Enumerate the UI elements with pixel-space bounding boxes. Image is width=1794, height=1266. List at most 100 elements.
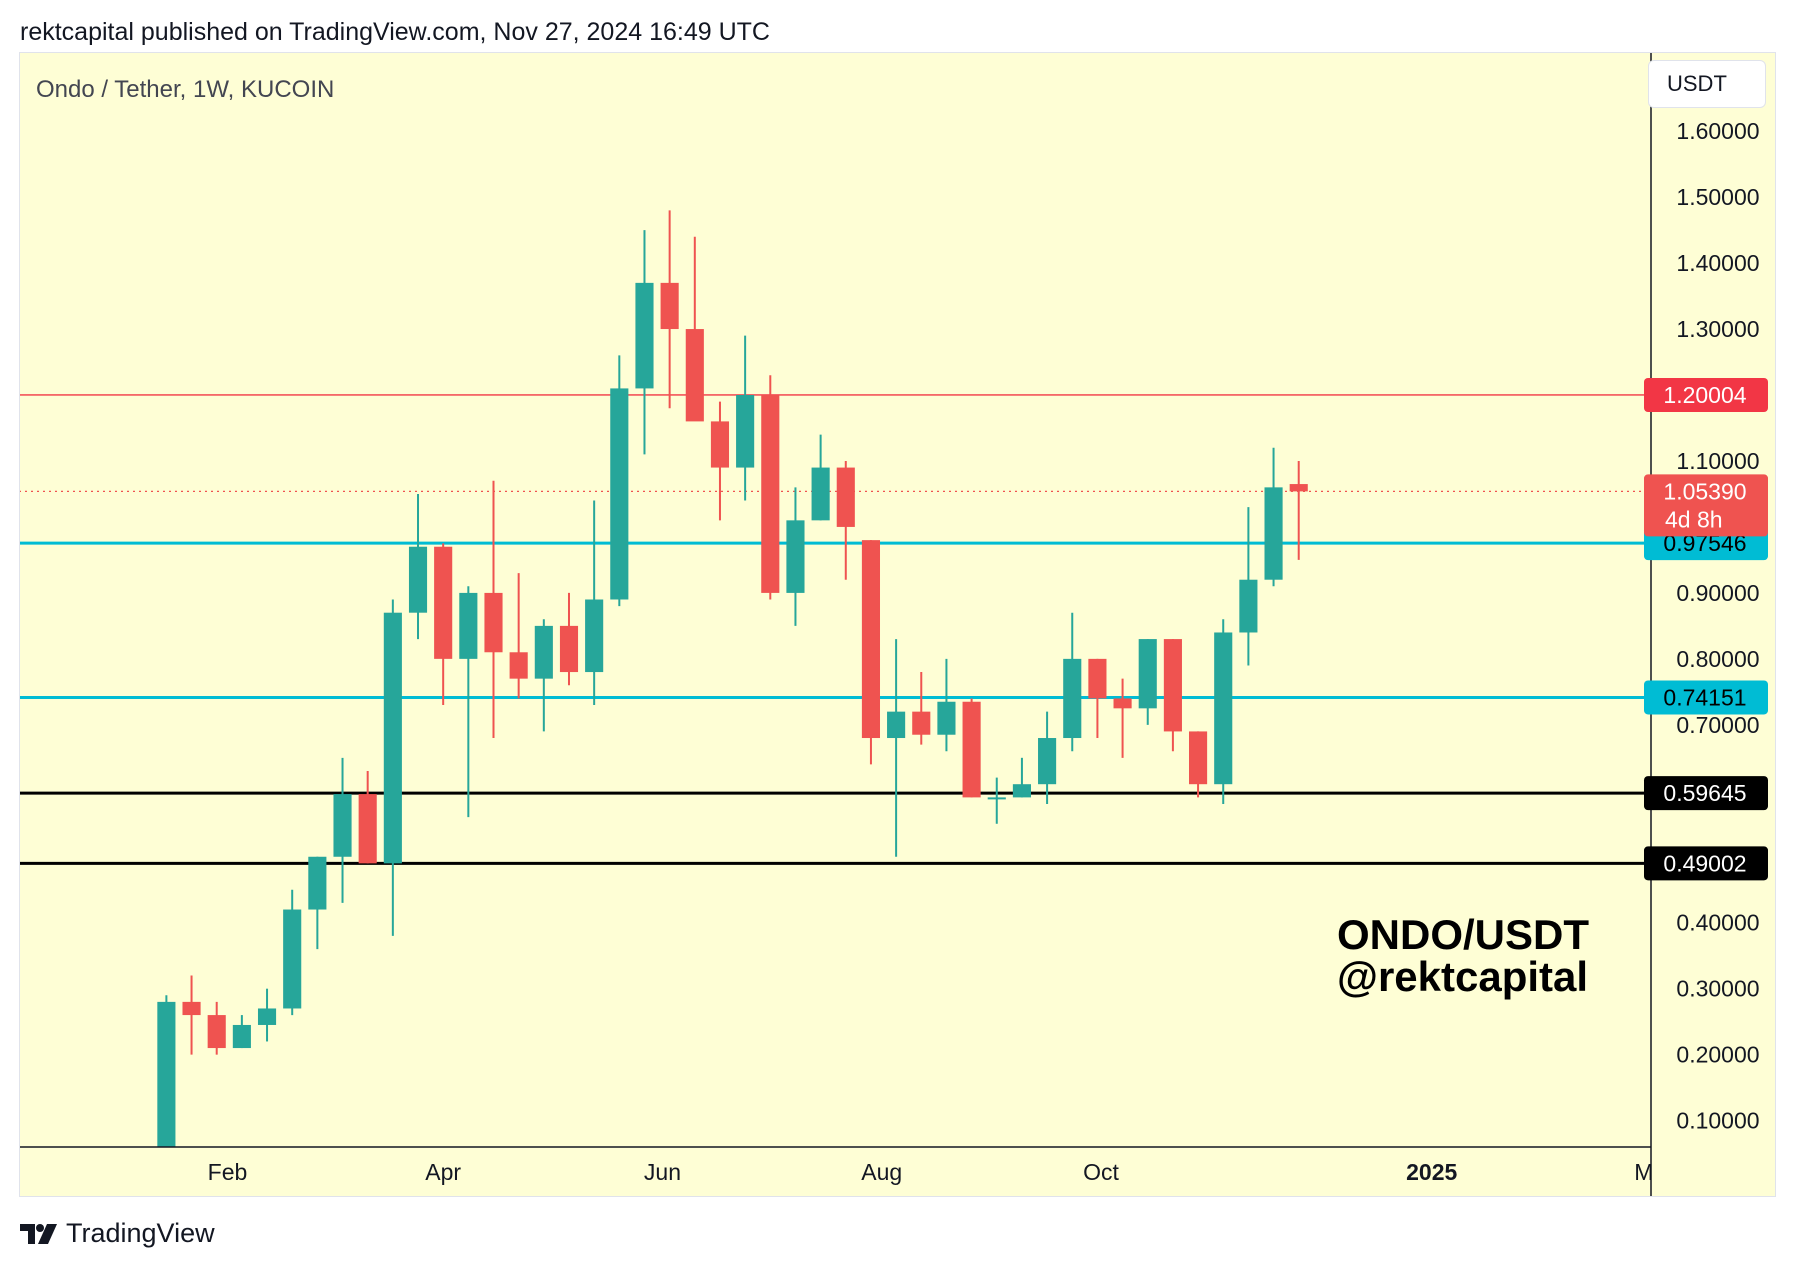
candle-body — [660, 282, 679, 330]
candle-body — [1063, 658, 1082, 739]
candle-2024-01-29 — [207, 1001, 226, 1055]
candle-body — [685, 329, 704, 422]
candle-body — [283, 909, 302, 1009]
y-tick-label: 1.60000 — [1676, 118, 1759, 144]
price-tag-value: 0.59645 — [1663, 780, 1746, 806]
price-tag-bg — [1644, 680, 1768, 715]
candle-2024-06-10 — [685, 236, 704, 422]
candle-body — [459, 592, 478, 659]
candle-2024-07-01 — [761, 375, 780, 600]
candle-2024-06-24 — [736, 335, 755, 501]
symbol-label: Ondo / Tether, 1W, KUCOIN — [36, 76, 335, 103]
candle-2024-08-19 — [937, 658, 956, 752]
x-tick-label: Oct — [1083, 1159, 1119, 1185]
candle-2024-01-15 — [157, 995, 176, 1147]
candle-body — [232, 1024, 251, 1049]
candle-2024-04-15 — [484, 480, 503, 739]
candle-2024-11-04 — [1214, 619, 1233, 804]
y-tick-label: 1.50000 — [1676, 184, 1759, 210]
candle-body — [1264, 487, 1283, 580]
candle-body — [912, 711, 931, 735]
candle-body — [962, 701, 981, 798]
candle-2024-04-22 — [509, 573, 528, 699]
candle-body — [635, 282, 654, 389]
publish-header: rektcapital published on TradingView.com… — [20, 18, 770, 46]
price-tag-bg — [1644, 377, 1768, 412]
x-tick-label: 2025 — [1406, 1159, 1457, 1185]
candle-body — [257, 1008, 277, 1025]
candle-2024-10-21 — [1163, 639, 1182, 752]
candle-2024-09-30 — [1088, 658, 1107, 739]
candle-2024-02-05 — [232, 1015, 251, 1049]
tradingview-brand[interactable]: TradingView — [20, 1218, 215, 1249]
y-tick-label: 0.10000 — [1676, 1108, 1759, 1134]
y-tick-label: 0.20000 — [1676, 1042, 1759, 1068]
candle-body — [887, 711, 906, 739]
candle-2024-08-26 — [962, 698, 981, 798]
candle-body — [484, 592, 503, 653]
tradingview-logo-icon — [20, 1223, 57, 1244]
price-tag-value: 0.49002 — [1663, 850, 1746, 876]
y-tick-label: 1.30000 — [1676, 316, 1759, 342]
candle-body — [1088, 658, 1107, 699]
price-tag-bg — [1644, 776, 1768, 811]
candle-body — [710, 421, 730, 468]
y-tick-label: 0.30000 — [1676, 976, 1759, 1002]
candle-body — [1012, 784, 1031, 798]
candle-2024-08-05 — [887, 639, 906, 857]
price-tag-value: 1.20004 — [1663, 382, 1746, 408]
price-tag-countdown: 4d 8h — [1665, 506, 1723, 532]
candle-2024-02-19 — [283, 889, 302, 1016]
candle-2024-09-16 — [1038, 711, 1057, 804]
candle-body — [1189, 731, 1208, 785]
currency-selector[interactable]: USDT — [1648, 60, 1766, 108]
candle-2024-05-13 — [585, 500, 604, 706]
candle-2024-06-17 — [710, 401, 730, 521]
candle-body — [1239, 579, 1258, 633]
candle-2024-05-20 — [610, 355, 629, 607]
candle-body — [182, 1001, 201, 1016]
candle-body — [937, 701, 956, 735]
x-tick-label: Feb — [208, 1159, 248, 1185]
candle-2024-09-09 — [1012, 757, 1031, 798]
x-tick-label: Aug — [861, 1159, 902, 1185]
candle-2024-03-25 — [408, 493, 428, 640]
candle-body — [308, 856, 327, 910]
price-tag-0.49002: 0.49002 — [1644, 846, 1768, 881]
candle-2024-05-27 — [635, 230, 654, 455]
candle-body — [207, 1015, 226, 1049]
candle-body — [761, 395, 780, 593]
candle-body — [987, 797, 1006, 800]
candle-body — [1289, 484, 1308, 492]
candle-body — [383, 612, 402, 864]
x-tick-label: Apr — [425, 1159, 461, 1185]
y-tick-label: 0.90000 — [1676, 580, 1759, 606]
candle-2024-10-07 — [1113, 678, 1132, 758]
candle-2024-10-28 — [1189, 731, 1208, 798]
candle-2024-07-22 — [836, 460, 855, 580]
candle-2024-03-18 — [383, 599, 402, 936]
candle-2024-02-26 — [308, 856, 327, 950]
candle-body — [509, 652, 528, 679]
candle-2024-06-03 — [660, 210, 679, 409]
candle-body — [811, 467, 830, 521]
candle-body — [610, 388, 629, 600]
chart-outer-border — [19, 52, 1776, 1197]
candle-2024-11-25 — [1289, 460, 1308, 560]
candle-2024-04-08 — [459, 586, 478, 818]
candle-body — [358, 794, 377, 864]
y-tick-label: 0.40000 — [1676, 910, 1759, 936]
candle-body — [333, 794, 352, 857]
price-tag-1.20004: 1.20004 — [1644, 377, 1768, 412]
candlestick-chart[interactable]: 1.60000 1.50000 1.40000 1.30000 1.10000 0.900… — [19, 52, 1776, 1197]
candle-2024-05-06 — [559, 592, 579, 686]
candle-2024-04-29 — [534, 619, 553, 732]
chart-area[interactable]: 1.60000 1.50000 1.40000 1.30000 1.10000 0.900… — [19, 52, 1776, 1197]
brand-name: TradingView — [66, 1218, 215, 1248]
price-tag-value: 1.05390 — [1663, 478, 1746, 504]
watermark-author: @rektcapital — [1337, 953, 1589, 1000]
candle-body — [1038, 738, 1057, 785]
y-tick-label: 1.40000 — [1676, 250, 1759, 276]
candle-2024-03-04 — [333, 757, 352, 903]
